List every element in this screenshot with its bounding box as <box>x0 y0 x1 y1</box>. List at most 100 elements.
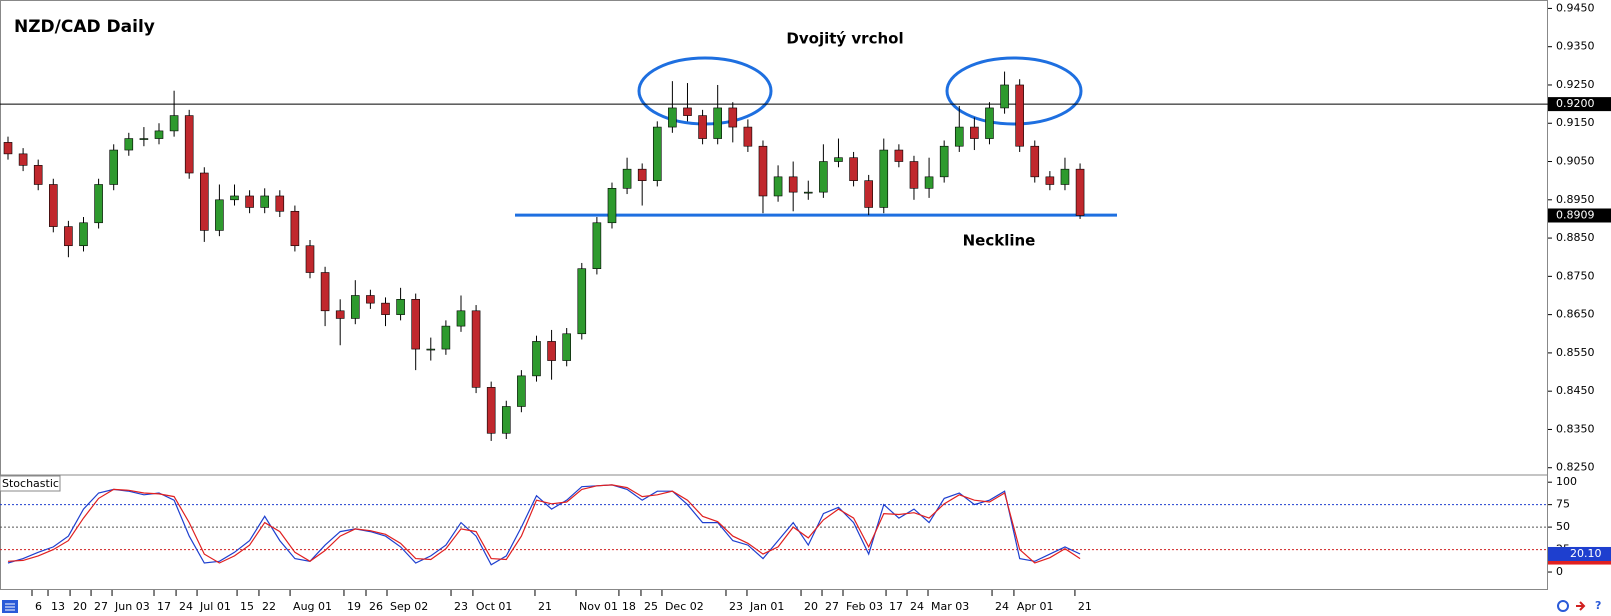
candle-body <box>547 341 556 361</box>
candle-body <box>728 107 738 128</box>
indicator-label-box <box>0 475 61 492</box>
candle-body <box>456 310 466 327</box>
y-tick-label: 0.9150 <box>1556 116 1595 129</box>
candle-body <box>577 268 587 335</box>
candle-body <box>230 195 239 201</box>
candle-body <box>245 195 254 208</box>
candle-body <box>834 157 843 162</box>
x-tick-label: 25 <box>644 600 658 613</box>
y-tick-label: 75 <box>1556 498 1570 511</box>
y-tick-label: 0.9350 <box>1556 40 1595 53</box>
y-tick-label: 50 <box>1556 520 1570 533</box>
candle-body <box>18 153 28 166</box>
stochastic-line <box>7 484 1081 564</box>
stochastic-tag-label: 20.10 <box>1570 547 1602 560</box>
candle-body <box>970 126 979 139</box>
candle-body <box>1030 145 1040 178</box>
plot-frame <box>0 0 1548 590</box>
x-tick-label: Aug 01 <box>293 600 332 613</box>
candle-body <box>819 161 828 193</box>
candle-body <box>592 222 602 269</box>
candle-body <box>622 168 632 189</box>
candle-body <box>849 157 858 181</box>
toolbar-icons[interactable]: ? <box>1557 599 1601 612</box>
candle-body <box>879 149 889 208</box>
x-tick-label: 17 <box>889 600 903 613</box>
x-tick-label: 23 <box>729 600 743 613</box>
candle-body <box>154 130 164 139</box>
y-tick-label: 0.8350 <box>1556 422 1595 435</box>
candles <box>3 71 1085 441</box>
candle-body <box>426 348 436 351</box>
annotation: Dvojitý vrchol <box>786 30 903 48</box>
candle-body <box>109 149 118 185</box>
x-tick-label: Nov 01 <box>579 600 618 613</box>
candle-body <box>169 115 179 132</box>
candle-body <box>652 126 662 181</box>
candle-body <box>94 184 103 224</box>
candle-body <box>64 226 73 247</box>
x-tick-label: 20 <box>73 600 87 613</box>
candle-body <box>441 325 451 350</box>
candle-body <box>320 272 330 312</box>
x-tick-label: Dec 02 <box>665 600 704 613</box>
candle-body <box>49 184 58 227</box>
candle-body <box>924 176 934 189</box>
y-tick-label: 0.9450 <box>1556 1 1595 14</box>
candle-body <box>532 341 541 377</box>
candle-body <box>954 126 964 147</box>
x-tick-label: Jul 01 <box>199 600 231 613</box>
menu-icon[interactable] <box>2 600 18 613</box>
indicator-label: Stochastic <box>2 477 59 490</box>
candle-body <box>698 115 707 139</box>
y-tick-label: 0.9050 <box>1556 155 1595 168</box>
candle-body <box>275 195 285 212</box>
candle-body <box>607 188 617 224</box>
candle-body <box>366 295 375 304</box>
price-tag <box>1548 208 1611 223</box>
candle-body <box>260 195 269 208</box>
candle-body <box>396 299 405 315</box>
x-tick-label: Apr 01 <box>1017 600 1054 613</box>
x-tick-label: 24 <box>179 600 193 613</box>
price-tag <box>1548 97 1611 112</box>
x-tick-label: 22 <box>262 600 276 613</box>
candle-body <box>1015 84 1024 147</box>
candle-body <box>350 295 360 319</box>
candle-body <box>290 210 300 247</box>
candle-body <box>939 145 949 178</box>
x-tick-label: 13 <box>51 600 65 613</box>
candle-body <box>517 375 526 407</box>
candle-body <box>788 176 798 193</box>
x-tick-label: Jan 01 <box>749 600 784 613</box>
y-tick-label: 0.8550 <box>1556 346 1595 359</box>
candle-body <box>909 161 919 189</box>
candle-body <box>1000 84 1009 109</box>
candle-body <box>124 138 134 151</box>
candle-body <box>668 107 677 128</box>
top-ellipse <box>945 56 1083 126</box>
candle-body <box>1045 176 1055 185</box>
candle-body <box>758 145 768 197</box>
x-tick-label: Mar 03 <box>931 600 969 613</box>
price-tag-label: 0.8909 <box>1556 208 1595 221</box>
x-tick-label: 27 <box>825 600 839 613</box>
x-tick-label: 6 <box>35 600 42 613</box>
y-tick-label: 0.8850 <box>1556 231 1595 244</box>
x-tick-label: 21 <box>1078 600 1092 613</box>
candle-body <box>3 142 13 155</box>
candle-body <box>985 107 994 139</box>
y-tick-label: 100 <box>1556 475 1577 488</box>
candle-body <box>33 165 43 185</box>
candle-body <box>335 310 345 319</box>
x-tick-label: Jun 03 <box>114 600 150 613</box>
x-tick-label: 19 <box>347 600 361 613</box>
candle-body <box>562 333 571 361</box>
candle-body <box>803 191 813 194</box>
price-tag-label: 0.9200 <box>1556 97 1595 110</box>
x-tick-label: 23 <box>454 600 468 613</box>
candle-body <box>381 302 390 315</box>
x-tick-label: 24 <box>910 600 924 613</box>
x-tick-label: 18 <box>622 600 636 613</box>
